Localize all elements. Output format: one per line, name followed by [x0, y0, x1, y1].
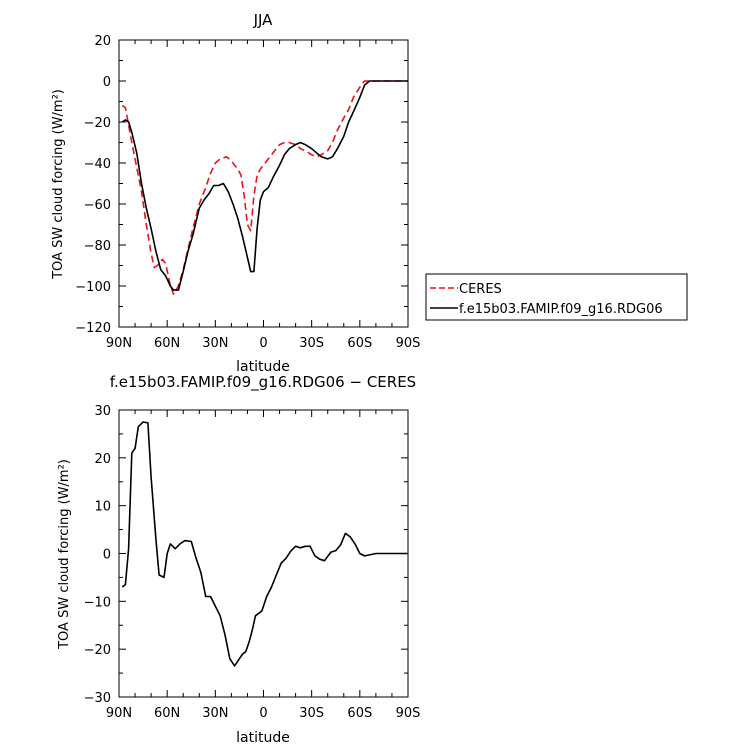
top-chart-xlabel: latitude — [236, 359, 290, 375]
top-chart-title: JJA — [253, 11, 274, 29]
bottom-series-line-0 — [121, 421, 408, 667]
bottom-y-tick-label: 30 — [94, 404, 111, 419]
top-y-tick-label: −80 — [84, 239, 111, 254]
top-x-tick-label: 0 — [259, 336, 267, 351]
bottom-y-tick-label: 20 — [94, 452, 111, 467]
bottom-y-tick-label: 0 — [103, 548, 111, 563]
top-chart-ylabel: TOA SW cloud forcing (W/m²) — [51, 89, 66, 280]
top-x-tick-label: 60S — [347, 336, 372, 351]
top-series-line-0 — [121, 80, 408, 296]
bottom-x-tick-label: 60S — [347, 706, 372, 721]
bottom-y-tick-label: 10 — [94, 500, 111, 515]
top-chart-panel: JJA 90N 60N 30N 0 30S 60S 90S −120 −100 −80 −60 −40… — [51, 11, 420, 375]
bottom-chart-ylabel: TOA SW cloud forcing (W/m²) — [57, 459, 72, 650]
top-series-line-1 — [121, 80, 408, 291]
bottom-plot-area: 90N 60N 30N 0 30S 60S 90S −30 −20 −10 0 10 20 30 — [84, 404, 421, 721]
top-x-tick-label: 60N — [154, 336, 180, 351]
top-y-tick-label: −100 — [75, 280, 111, 295]
top-x-tick-label: 90S — [396, 336, 421, 351]
bottom-x-tick-label: 30N — [202, 706, 228, 721]
top-x-tick-label: 30N — [202, 336, 228, 351]
bottom-x-tick-label: 90S — [396, 706, 421, 721]
bottom-x-tick-label: 30S — [299, 706, 324, 721]
legend-label-model: f.e15b03.FAMIP.f09_g16.RDG06 — [459, 302, 663, 317]
legend-label-ceres: CERES — [459, 282, 502, 297]
bottom-chart-title: f.e15b03.FAMIP.f09_g16.RDG06 − CERES — [110, 373, 416, 392]
bottom-chart-xlabel: latitude — [236, 730, 290, 746]
top-y-tick-label: −20 — [84, 116, 111, 131]
top-plot-frame — [118, 39, 409, 328]
top-chart-legend: CERES f.e15b03.FAMIP.f09_g16.RDG06 — [425, 273, 688, 321]
legend-frame — [425, 273, 688, 321]
bottom-x-tick-label: 0 — [259, 706, 267, 721]
top-plot-area: 90N 60N 30N 0 30S 60S 90S −120 −100 −80 −60 −40 −20 0… — [75, 34, 420, 351]
top-x-tick-label: 90N — [106, 336, 132, 351]
bottom-y-tick-label: −20 — [84, 643, 111, 658]
bottom-y-tick-label: −30 — [84, 691, 111, 706]
bottom-chart-panel: f.e15b03.FAMIP.f09_g16.RDG06 − CERES 90N… — [57, 373, 420, 746]
bottom-x-tick-label: 90N — [106, 706, 132, 721]
top-x-tick-label: 30S — [299, 336, 324, 351]
bottom-x-tick-label: 60N — [154, 706, 180, 721]
top-y-tick-label: 0 — [103, 75, 111, 90]
bottom-plot-frame — [118, 409, 409, 698]
top-y-tick-label: −60 — [84, 198, 111, 213]
top-y-tick-label: −40 — [84, 157, 111, 172]
top-y-tick-label: 20 — [94, 34, 111, 49]
top-y-tick-label: −120 — [75, 321, 111, 336]
bottom-y-tick-label: −10 — [84, 595, 111, 610]
